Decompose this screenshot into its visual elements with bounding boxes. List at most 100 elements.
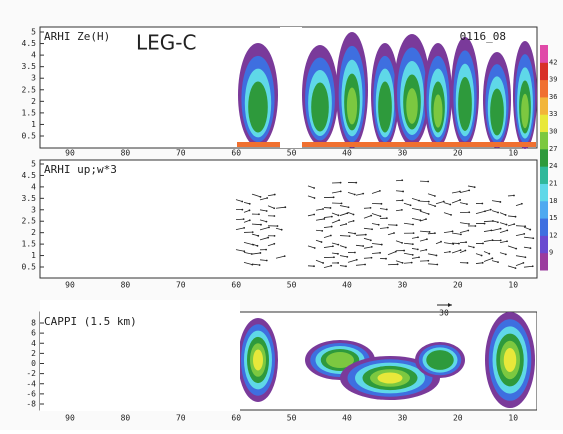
y-tick-label: 2.5: [22, 85, 37, 94]
vector-head: [354, 233, 356, 235]
field-contour: [434, 94, 443, 127]
vector-head: [513, 223, 515, 225]
field-contour: [458, 77, 472, 131]
vector-head: [529, 229, 531, 231]
y-tick-label: 3: [31, 205, 36, 214]
vector-head: [370, 239, 372, 241]
vector-head: [243, 227, 245, 229]
vector-head: [460, 249, 462, 251]
y-tick-label: 5: [31, 160, 36, 169]
vector-head: [482, 262, 484, 264]
colorbar-label: 27: [549, 145, 557, 153]
vector-head: [402, 191, 404, 193]
x-tick-label: 60: [231, 414, 241, 423]
vector-head: [425, 249, 427, 251]
vector-head: [497, 261, 499, 263]
vector-head: [365, 234, 367, 236]
vector-head: [265, 249, 267, 251]
colorbar-label: 15: [549, 214, 557, 222]
vector-head: [362, 193, 364, 195]
panel-title: CAPPI (1.5 km): [44, 315, 137, 328]
vector-head: [284, 206, 286, 208]
vector-head: [333, 256, 335, 258]
vector-head: [333, 196, 335, 198]
x-tick-label: 10: [508, 281, 518, 290]
vector-head: [429, 231, 431, 233]
colorbar-swatch: [540, 62, 548, 80]
vector-head: [401, 209, 403, 211]
y-tick-label: 2: [31, 349, 36, 358]
vector-head: [260, 224, 262, 226]
vector-head: [353, 220, 355, 222]
vector-head: [314, 247, 316, 249]
colorbar-label: 24: [549, 162, 557, 170]
vector-head: [490, 209, 492, 211]
y-tick-label: 1.5: [22, 108, 37, 117]
vector-head: [321, 230, 323, 232]
vector-head: [370, 215, 372, 217]
colorbar-swatch: [540, 235, 548, 253]
y-tick-label: 6: [31, 329, 36, 338]
vector-head: [484, 223, 486, 225]
x-tick-label: 40: [342, 414, 352, 423]
vector-head: [500, 228, 502, 230]
x-tick-label: 40: [342, 281, 352, 290]
vector-head: [410, 204, 412, 206]
vector-head: [249, 219, 251, 221]
colorbar-label: 18: [549, 197, 557, 205]
vector-head: [266, 221, 268, 223]
vector-head: [386, 209, 388, 211]
vector-head: [513, 195, 515, 197]
colorbar-swatch: [540, 149, 548, 167]
x-tick-label: 40: [342, 149, 352, 158]
vector-head: [330, 235, 332, 237]
vector-head: [258, 213, 260, 215]
vector-head: [473, 246, 475, 248]
colorbar-swatch: [540, 114, 548, 132]
vector-head: [284, 255, 286, 257]
colorbar-swatch: [540, 80, 548, 98]
panel-frame: [40, 160, 537, 278]
colorbar-label: 30: [549, 128, 557, 136]
x-tick-label: 80: [121, 149, 131, 158]
vector-head: [481, 203, 483, 205]
vector-head: [243, 218, 245, 220]
y-tick-label: -4: [26, 379, 36, 388]
vector-head: [465, 241, 467, 243]
field-contour: [490, 88, 504, 135]
vector-head: [403, 250, 405, 252]
vector-head: [259, 264, 261, 266]
y-tick-label: 2.5: [22, 217, 37, 226]
vector-head: [340, 190, 342, 192]
y-tick-label: 4.5: [22, 171, 37, 180]
vector-head: [468, 223, 470, 225]
vector-head: [434, 205, 436, 207]
y-tick-label: 4: [31, 51, 36, 60]
vector-head: [243, 250, 245, 252]
y-tick-label: 5: [31, 28, 36, 37]
x-tick-label: 10: [508, 414, 518, 423]
vector-head: [338, 214, 340, 216]
x-tick-label: 70: [176, 414, 186, 423]
vector-head: [506, 224, 508, 226]
vector-head: [436, 255, 438, 257]
vector-head: [356, 259, 358, 261]
vector-head: [379, 252, 381, 254]
vector-head: [412, 224, 414, 226]
vector-head: [345, 265, 347, 267]
vector-head: [252, 231, 254, 233]
x-tick-label: 80: [121, 281, 131, 290]
vector-head: [274, 235, 276, 237]
vector-head: [337, 253, 339, 255]
vector-head: [371, 228, 373, 230]
x-tick-label: 50: [287, 281, 297, 290]
y-tick-label: -6: [26, 389, 36, 398]
vector-head: [506, 229, 508, 231]
vector-head: [515, 216, 517, 218]
y-tick-label: -8: [26, 400, 36, 409]
colorbar-label: 36: [549, 93, 557, 101]
vector-head: [497, 221, 499, 223]
vector-head: [340, 182, 342, 184]
y-tick-label: 4.5: [22, 39, 37, 48]
y-tick-label: 1.5: [22, 240, 37, 249]
